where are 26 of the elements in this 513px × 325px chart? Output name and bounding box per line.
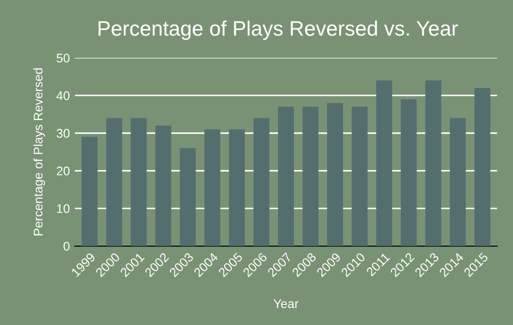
bar [228,129,245,246]
y-tick-label: 40 [56,91,70,100]
y-tick-label: 30 [56,128,70,138]
bar [253,118,270,246]
y-tick-label: 20 [56,166,70,176]
bar [327,103,344,246]
bar [130,118,147,246]
bar [425,80,442,246]
bar [106,118,122,246]
bar [180,148,196,246]
bar [278,106,294,246]
bar [352,106,368,246]
bar [400,99,417,246]
bar [474,88,490,246]
y-tick-label: 0 [64,242,70,251]
bar [450,118,466,246]
bar [302,106,319,246]
bar [82,136,98,246]
chart-title: Percentage of Plays Reversed vs. Year [98,20,458,40]
y-tick-label: 50 [56,54,70,62]
bar [204,129,220,246]
y-tick-label: 10 [57,204,70,214]
bar [155,126,172,246]
bar [376,80,392,246]
y-axis-title: Percentage of Plays Reversed [33,68,46,236]
x-axis-title: Year [274,299,298,308]
